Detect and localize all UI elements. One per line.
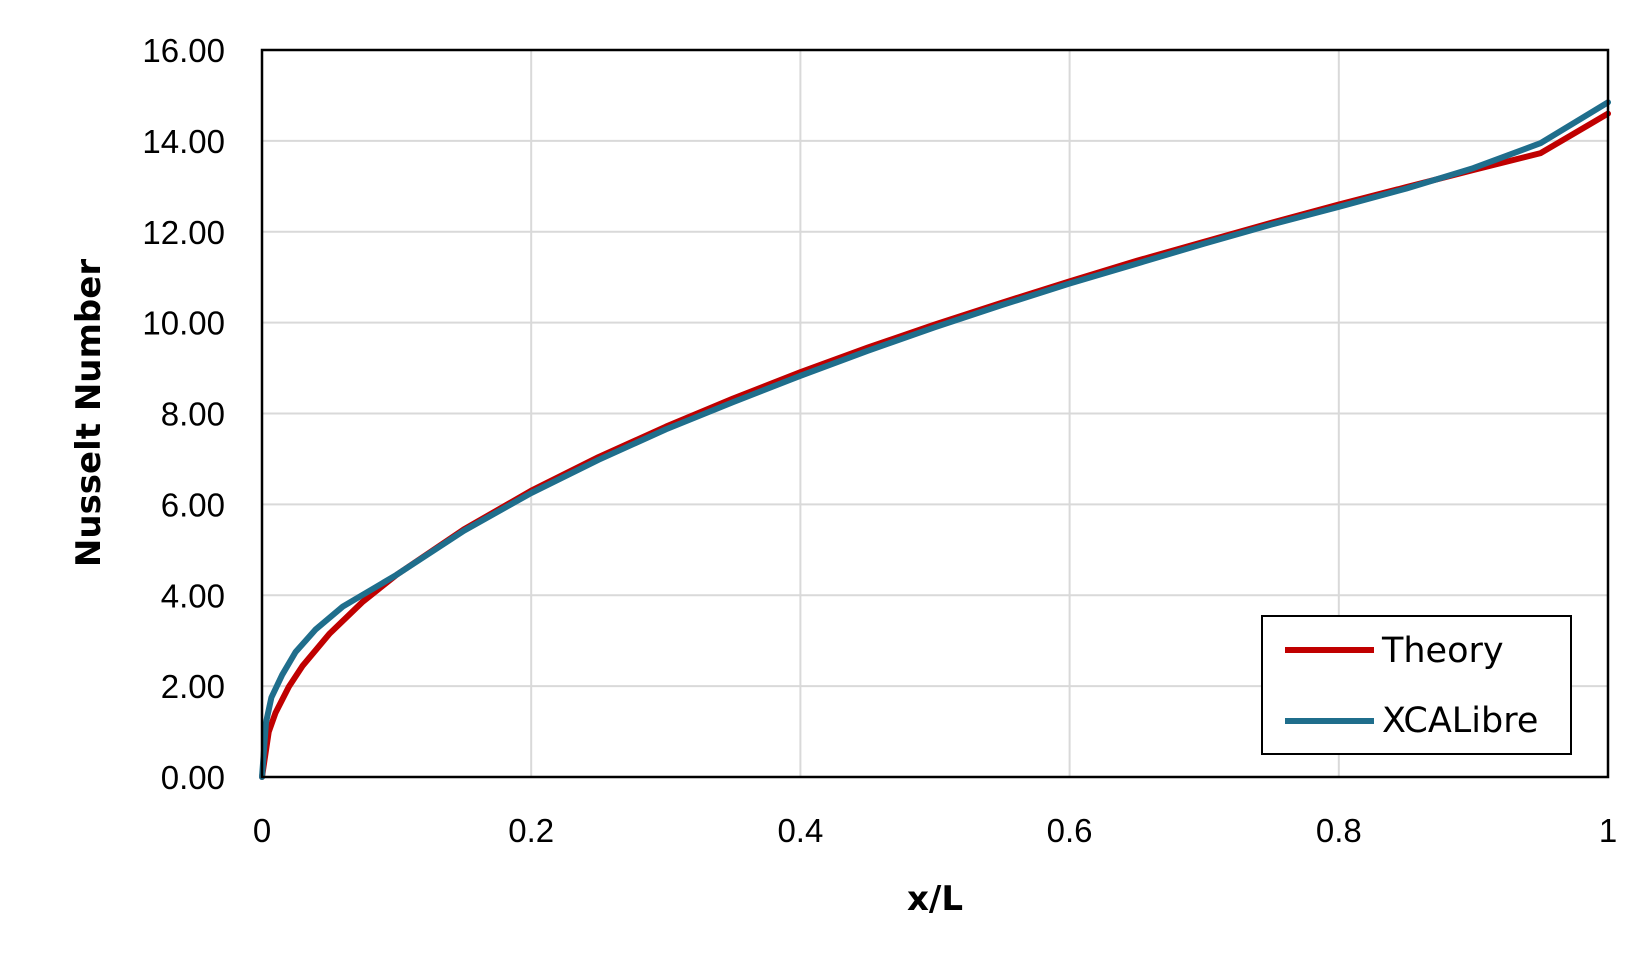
x-tick-label: 0.2	[508, 812, 554, 849]
x-tick-label: 0.4	[777, 812, 823, 849]
y-tick-label: 12.00	[142, 214, 225, 251]
y-tick-label: 6.00	[161, 486, 225, 523]
x-tick-label: 1	[1599, 812, 1617, 849]
y-tick-label: 4.00	[161, 577, 225, 614]
y-tick-label: 2.00	[161, 668, 225, 705]
y-tick-label: 16.00	[142, 32, 225, 69]
x-axis-title: x/L	[907, 879, 963, 919]
legend-box	[1261, 615, 1572, 755]
legend: Theory XCALibre	[1261, 615, 1572, 755]
y-axis-title: Nusselt Number	[69, 259, 109, 567]
plot-area-border	[260, 48, 1610, 779]
x-tick-label: 0	[253, 812, 271, 849]
x-axis-tick-labels: 0 0.2 0.4 0.6 0.8 1	[253, 812, 1617, 849]
y-tick-label: 14.00	[142, 123, 225, 160]
x-tick-label: 0.8	[1316, 812, 1362, 849]
legend-label-theory: Theory	[1381, 631, 1504, 671]
legend-label-xcalibre: XCALibre	[1382, 701, 1538, 741]
series-line-xcalibre	[259, 99, 1611, 780]
y-axis-tick-labels: 0.00 2.00 4.00 6.00 8.00 10.00 12.00 14.00 16.00	[142, 32, 225, 796]
series-lines	[259, 99, 1611, 780]
y-tick-label: 0.00	[161, 759, 225, 796]
x-tick-label: 0.6	[1047, 812, 1093, 849]
y-tick-label: 10.00	[142, 305, 225, 342]
y-tick-label: 8.00	[161, 396, 225, 433]
